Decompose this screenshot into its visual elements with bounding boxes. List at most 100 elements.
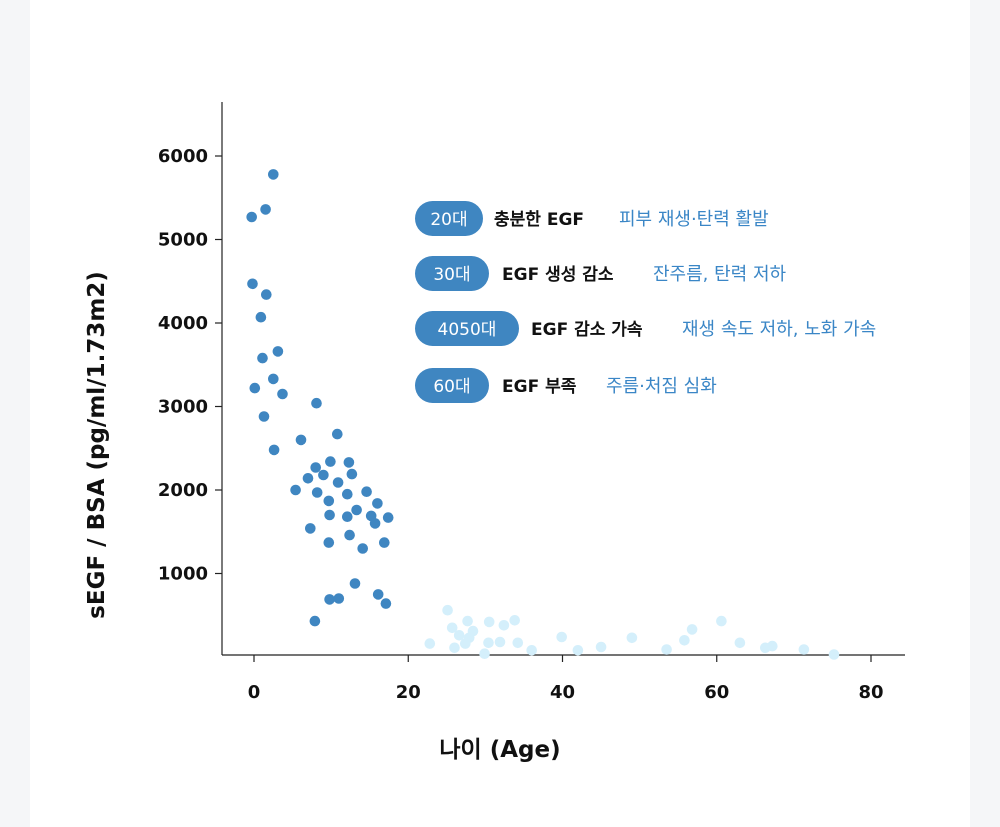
older-point-19 [512,637,524,649]
young-point-20 [346,468,358,480]
young-point-36 [344,529,355,541]
young-point-3 [247,278,258,290]
young-point-40 [349,578,361,589]
badge-30s [415,256,489,291]
y-tick-label-3000: 3000 [158,397,208,418]
x-tick-label-60: 60 [704,682,729,703]
young-point-42 [324,594,335,605]
annotation-4050s: 4050대 EGF 감소 가속 재생 속도 저하, 노화 가속 [415,311,876,346]
badge-4050s-label: 4050대 [438,320,497,340]
young-point-11 [311,397,322,409]
older-point-18 [494,636,506,648]
annotation-60s: 60대 EGF 부족 주름·처짐 심화 [415,368,717,403]
annotation-4050s-desc: 재생 속도 저하, 노화 가속 [682,319,876,340]
y-tick-label-4000: 4000 [158,313,208,334]
older-point-12 [686,624,698,635]
young-point-12 [258,411,270,422]
x-tick-label-40: 40 [550,682,575,703]
older-point-22 [595,641,607,653]
y-tick-label-2000: 2000 [158,480,208,501]
young-point-10 [277,388,288,400]
age-annotations: 20대 충분한 EGF 피부 재생·탄력 활발 30대 EGF 생성 감소 잔주… [415,201,876,403]
young-point-37 [323,537,335,548]
young-point-17 [343,457,355,468]
annotation-4050s-title: EGF 감소 가속 [531,320,643,340]
older-point-6 [498,620,510,631]
young-point-8 [268,373,279,385]
older-point-20 [526,645,537,656]
older-point-21 [572,645,584,656]
older-point-10 [626,632,638,644]
older-point-15 [449,642,460,654]
young-point-7 [257,352,268,364]
older-point-2 [483,616,495,628]
annotation-60s-title: EGF 부족 [502,377,577,397]
annotation-30s: 30대 EGF 생성 감소 잔주름, 탄력 저하 [415,256,787,291]
young-point-25 [361,486,372,498]
axes [221,102,905,656]
badge-60s [415,368,489,403]
young-point-14 [295,434,307,446]
young-point-45 [309,615,321,627]
y-tick-label-1000: 1000 [158,564,208,585]
young-point-27 [323,495,335,507]
young-point-26 [342,488,353,500]
young-point-31 [342,511,353,522]
older-point-3 [509,615,520,626]
annotation-30s-title: EGF 생성 감소 [502,265,614,285]
young-point-30 [324,509,335,521]
young-point-43 [333,593,345,604]
young-point-22 [332,477,344,488]
young-point-15 [268,444,280,456]
chart-card [30,0,970,827]
older-point-23 [661,644,672,655]
young-point-44 [380,598,392,609]
young-point-23 [290,484,301,496]
young-point-19 [318,469,329,481]
older-point-28 [828,649,840,660]
annotation-20s: 20대 충분한 EGF 피부 재생·탄력 활발 [415,201,769,236]
annotation-30s-desc: 잔주름, 탄력 저하 [653,264,787,285]
older-point-0 [442,604,453,616]
older-point-9 [556,631,567,643]
young-point-5 [255,311,267,323]
young-point-35 [305,523,316,534]
young-point-34 [369,518,381,529]
older-point-16 [460,638,471,649]
older-point-26 [767,640,778,652]
young-point-16 [325,456,336,467]
older-point-17 [483,637,494,649]
young-point-24 [311,487,323,498]
young-point-6 [272,346,284,357]
young-point-13 [332,428,343,440]
young-point-18 [310,462,322,473]
young-point-0 [268,169,279,180]
older-point-7 [453,630,465,641]
young-point-21 [302,473,314,484]
young-point-39 [357,543,369,554]
young-point-33 [382,512,394,523]
x-tick-label-0: 0 [248,682,261,703]
young-point-1 [246,211,257,223]
older-point-4 [446,622,458,634]
older-point-13 [679,635,690,646]
young-point-38 [379,537,390,548]
young-point-41 [372,589,384,600]
x-tick-label-80: 80 [858,682,883,703]
older-point-11 [716,615,727,627]
badge-30s-label: 30대 [433,265,470,285]
y-tick-label-6000: 6000 [158,146,208,167]
badge-20s-label: 20대 [430,210,467,230]
older-point-24 [734,637,746,649]
data-points [246,169,840,660]
y-axis-title: sEGF / BSA (pg/ml/1.73m2) [84,271,110,619]
annotation-60s-desc: 주름·처짐 심화 [606,376,717,397]
badge-60s-label: 60대 [433,377,470,397]
x-axis-title: 나이 (Age) [439,737,560,763]
young-point-2 [260,204,271,215]
young-point-28 [372,498,383,509]
young-point-4 [261,289,272,300]
older-point-14 [424,638,436,649]
annotation-20s-desc: 피부 재생·탄력 활발 [619,209,769,230]
y-ticks: 1000 2000 3000 4000 5000 6000 [158,146,222,585]
